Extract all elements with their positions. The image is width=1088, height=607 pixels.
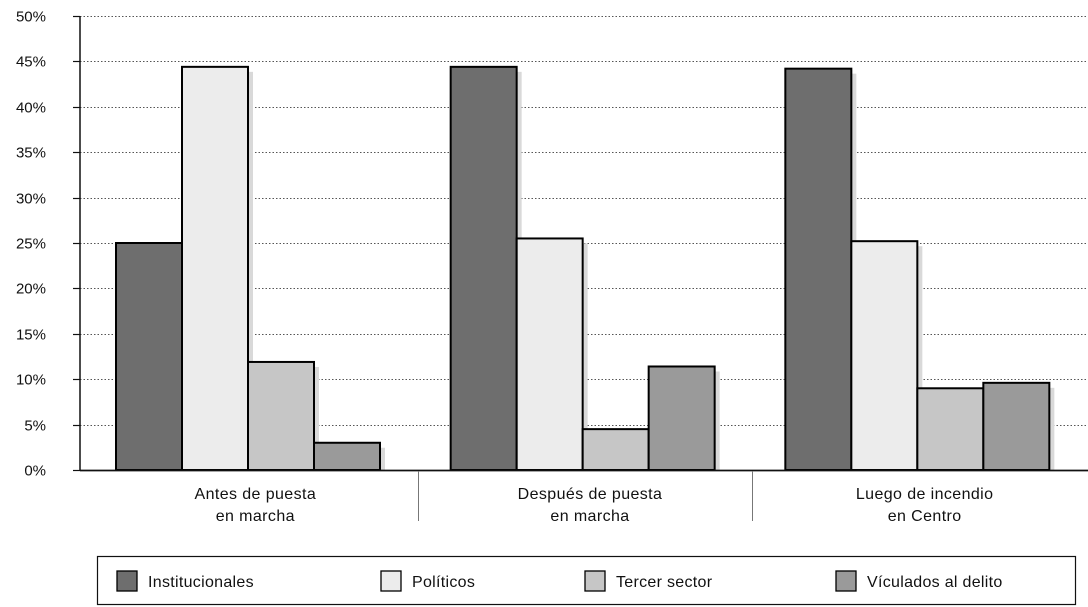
y-tick-label: 25%: [16, 236, 46, 253]
bar: [449, 65, 518, 472]
axes: [79, 16, 1088, 521]
bar: [313, 441, 381, 472]
bar: [115, 242, 183, 471]
y-tick-label: 20%: [16, 281, 46, 298]
y-tick-label: 45%: [16, 54, 46, 71]
y-tick-label: 15%: [16, 327, 46, 344]
bar: [247, 360, 315, 471]
y-tick-label: 35%: [16, 145, 46, 162]
legend: Institucionales Políticos Tercer sector Víc…: [96, 555, 1077, 606]
bar: [982, 381, 1051, 471]
bar: [181, 65, 249, 472]
x-tick-label: Después de puesta: [518, 486, 663, 503]
bar: [916, 387, 985, 471]
bar: [515, 237, 584, 471]
y-tick-label: 0%: [24, 463, 46, 480]
category-labels: Antes de puesta en marcha Después de puest…: [195, 486, 994, 525]
legend-swatch: [835, 570, 857, 592]
y-tick-label: 10%: [16, 372, 46, 389]
legend-swatch: [380, 570, 402, 592]
bar: [581, 428, 650, 472]
legend-label: Vículados al delito: [867, 574, 1003, 591]
x-tick-label: en Centro: [888, 508, 962, 525]
legend-swatch: [584, 570, 606, 592]
legend-label: Políticos: [412, 574, 475, 591]
y-tick-label: 30%: [16, 191, 46, 208]
x-tick-label: en marcha: [550, 508, 629, 525]
legend-label: Tercer sector: [616, 574, 713, 591]
bars: [115, 65, 1051, 472]
x-tick-label: Luego de incendio: [856, 486, 994, 503]
bar: [784, 67, 853, 471]
y-tick-label: 5%: [24, 418, 46, 435]
legend-label: Institucionales: [148, 574, 254, 591]
bar: [850, 240, 919, 471]
y-axis-ticks: 0% 5% 10% 15% 20% 25% 30% 35% 40% 45% 50%: [16, 9, 80, 480]
legend-swatch: [116, 570, 138, 592]
y-tick-label: 50%: [16, 9, 46, 26]
bar: [647, 365, 716, 472]
x-tick-label: en marcha: [216, 508, 295, 525]
x-tick-label: Antes de puesta: [195, 486, 317, 503]
y-tick-label: 40%: [16, 100, 46, 117]
